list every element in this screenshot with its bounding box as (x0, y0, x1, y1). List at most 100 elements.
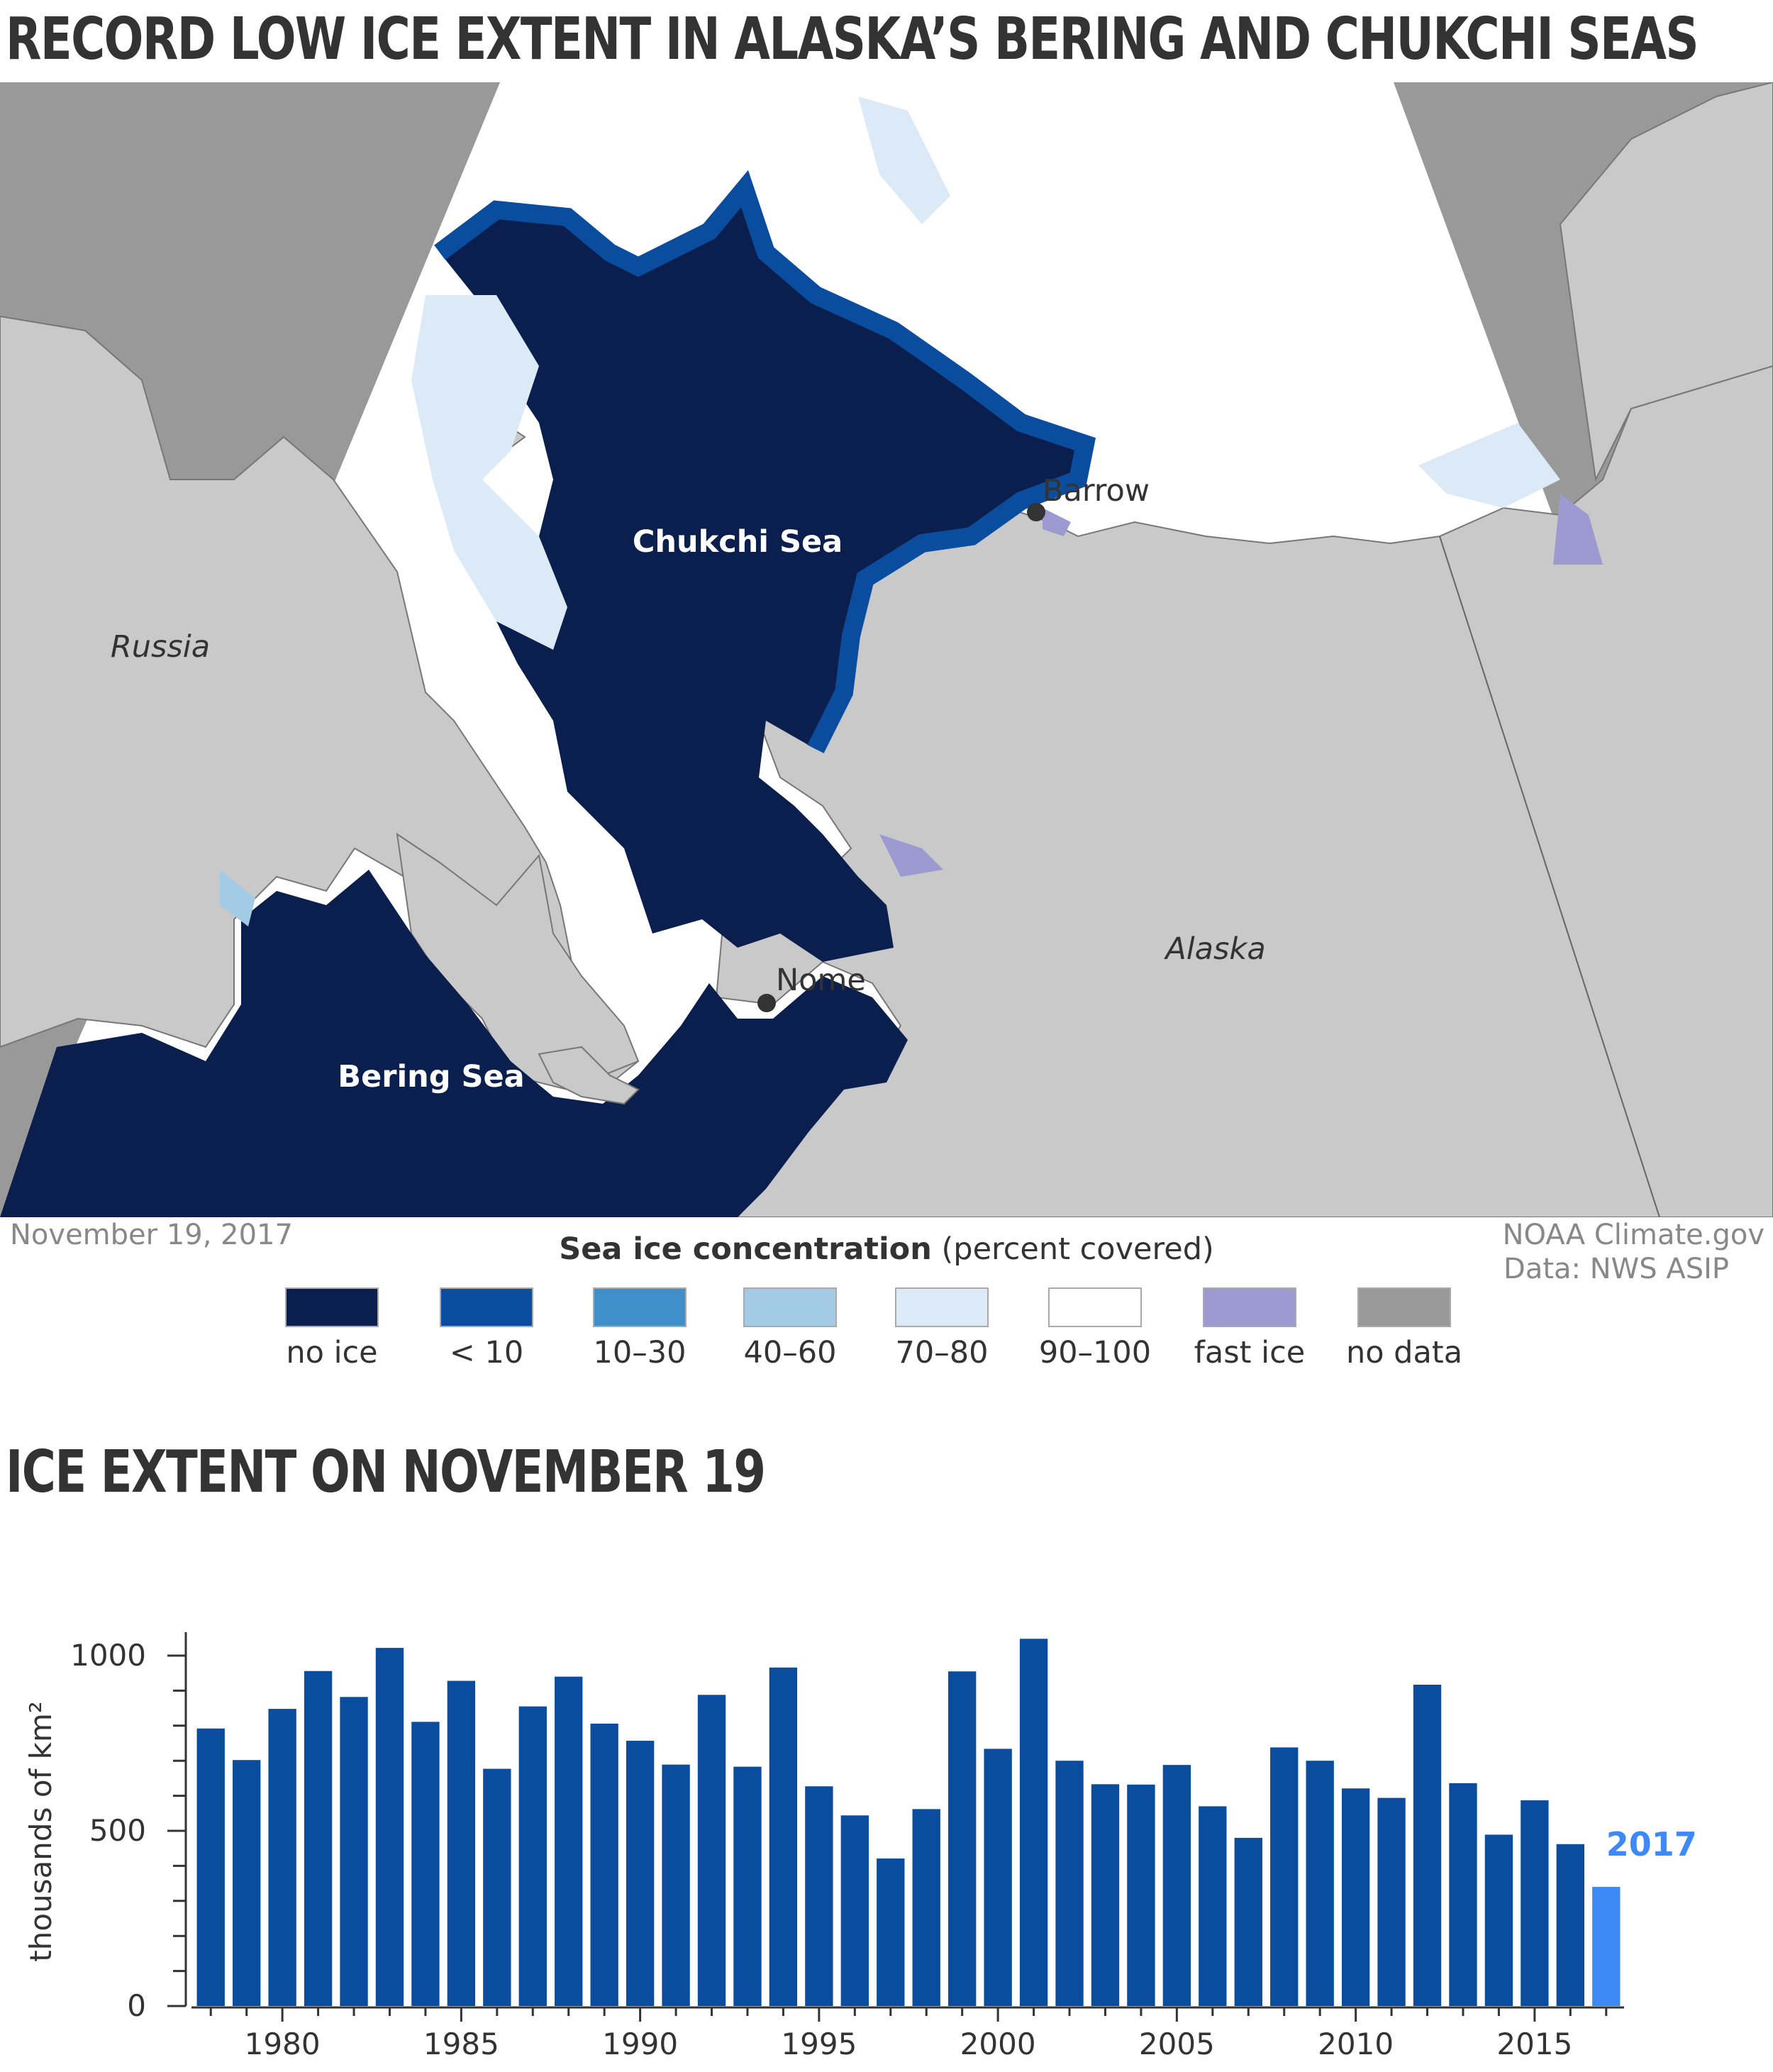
credit-source: NOAA Climate.gov (1502, 1219, 1764, 1251)
bar (840, 1815, 869, 2006)
legend-swatch-lt10 (440, 1287, 533, 1327)
legend-label-no-ice: no ice (286, 1335, 378, 1370)
bar (984, 1749, 1012, 2006)
x-tick-label: 1990 (602, 2027, 678, 2061)
bar (1306, 1761, 1334, 2006)
x-tick-label: 2015 (1496, 2027, 1572, 2061)
ice-40-60-patch (220, 870, 255, 926)
nome-label: Nome (776, 963, 866, 998)
bar (1234, 1837, 1262, 2006)
legend-swatch-90-100 (1048, 1287, 1142, 1327)
russia-label: Russia (111, 629, 210, 665)
alaska-land (679, 365, 1773, 1217)
legend-label-lt10: < 10 (449, 1335, 524, 1370)
nome-marker (757, 994, 776, 1012)
bar (1449, 1783, 1477, 2006)
x-tick-label: 2000 (960, 2027, 1036, 2061)
highlight-label-2017: 2017 (1606, 1825, 1697, 1863)
bar (196, 1728, 225, 2006)
y-tick-label: 1000 (70, 1638, 146, 1673)
bar (447, 1680, 476, 2006)
bar (1019, 1639, 1048, 2006)
bar (340, 1697, 368, 2006)
barrow-marker (1027, 503, 1045, 521)
fast-ice-kotzebue (879, 834, 943, 877)
bar (912, 1809, 940, 2006)
legend-swatch-no-ice (285, 1287, 379, 1327)
legend-swatch-fast-ice (1203, 1287, 1296, 1327)
bar (626, 1741, 655, 2006)
legend-label-fast-ice: fast ice (1194, 1335, 1306, 1370)
st-lawrence-island (538, 1046, 640, 1105)
bar (1199, 1806, 1227, 2006)
legend-title: Sea ice concentration (percent covered) (0, 1231, 1773, 1267)
bar (947, 1671, 977, 2006)
main-title: RECORD LOW ICE EXTENT IN ALASKA’S BERING… (6, 6, 1699, 73)
bar (375, 1648, 404, 2006)
legend-swatch-40-60 (743, 1287, 837, 1327)
legend-title-bold: Sea ice concentration (559, 1231, 932, 1267)
canada-border (1439, 536, 1660, 1217)
bar (1377, 1797, 1406, 2006)
bar (662, 1764, 690, 2006)
legend-label-10-30: 10–30 (593, 1335, 687, 1370)
bar (304, 1671, 333, 2006)
bar (1484, 1834, 1513, 2006)
bar (877, 1858, 905, 2006)
x-tick-label: 2010 (1318, 2027, 1394, 2061)
y-tick-label: 0 (127, 1988, 146, 2023)
bar (1341, 1788, 1370, 2006)
ice-70-80-east (1418, 423, 1560, 508)
credit-data: Data: NWS ASIP (1504, 1253, 1729, 1285)
bar (518, 1706, 547, 2006)
bar (1055, 1761, 1084, 2006)
legend-label-40-60: 40–60 (743, 1335, 837, 1370)
fast-ice-barrow (1043, 508, 1071, 536)
fast-ice-east (1553, 494, 1603, 565)
legend-swatch-10-30 (593, 1287, 687, 1327)
sea-ice-map: Chukchi Sea Bering Sea Russia Alaska Bar… (0, 82, 1773, 1217)
alaska-label: Alaska (1163, 931, 1265, 967)
canada-land (1559, 82, 1773, 482)
bering-sea-label: Bering Sea (338, 1059, 524, 1095)
bar (483, 1768, 511, 2006)
bar (1162, 1765, 1191, 2006)
x-tick-label: 1995 (781, 2027, 857, 2061)
bar (411, 1722, 440, 2006)
bar (1556, 1844, 1585, 2006)
bar (1413, 1685, 1442, 2006)
bar (1127, 1784, 1155, 2006)
bar (805, 1786, 833, 2006)
legend-label-70-80: 70–80 (895, 1335, 989, 1370)
bar (733, 1766, 762, 2006)
legend-swatch-70-80 (895, 1287, 989, 1327)
chart-title: ICE EXTENT ON NOVEMBER 19 (6, 1439, 766, 1506)
bar (268, 1709, 296, 2006)
legend-swatch-no-data (1357, 1287, 1451, 1327)
bar (1091, 1784, 1120, 2006)
map-date: November 19, 2017 (10, 1219, 293, 1251)
chukchi-ice-edge (434, 170, 1096, 753)
bar (769, 1667, 798, 2006)
legend-title-rest: (percent covered) (931, 1231, 1214, 1267)
x-tick-label: 1985 (423, 2027, 499, 2061)
bar (1521, 1800, 1549, 2006)
bar (555, 1676, 583, 2006)
ice-70-80-west (411, 295, 567, 650)
bar (1270, 1747, 1299, 2006)
chukchi-sea-label: Chukchi Sea (633, 524, 843, 560)
legend-label-no-data: no data (1345, 1335, 1463, 1370)
ice-70-80-northeast (858, 96, 950, 224)
ice-extent-bar-chart: 0 500 1000 thousands of km² 1980 1985 1990 1995… (23, 1631, 1697, 2061)
x-tick-label: 2005 (1139, 2027, 1215, 2061)
bar (232, 1760, 261, 2006)
chukchi-sea-water (440, 189, 1085, 962)
barrow-label: Barrow (1043, 473, 1150, 509)
y-tick-label: 500 (89, 1813, 146, 1848)
y-axis-title: thousands of km² (23, 1701, 58, 1961)
bar (590, 1723, 618, 2006)
bar-highlight-2017 (1592, 1887, 1621, 2006)
bar (697, 1695, 726, 2006)
legend-label-90-100: 90–100 (1038, 1335, 1152, 1370)
x-tick-label: 1980 (245, 2027, 321, 2061)
